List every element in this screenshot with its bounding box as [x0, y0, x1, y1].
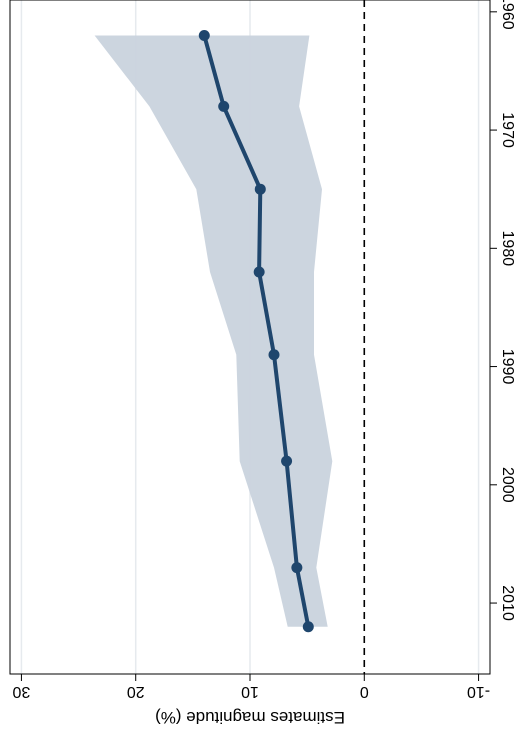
data-point: [198, 29, 210, 41]
plot-area: [20, 0, 480, 674]
x-tick-label: 2000: [499, 467, 516, 503]
data-point: [253, 266, 265, 278]
y-tick-label: -10: [467, 683, 490, 700]
estimates-line: [202, 34, 311, 628]
y-tick-label: 10: [241, 683, 259, 700]
y-tick-label: 0: [360, 683, 369, 700]
x-tick-label: 1960: [499, 0, 516, 30]
x-tick-label: 2010: [499, 585, 516, 621]
data-point: [281, 455, 293, 467]
y-axis-title: Estimates magnitude (%): [155, 708, 345, 727]
data-points: [198, 29, 314, 633]
x-axis: 1960 1970 1980 1990 2000 2010: [490, 0, 516, 621]
y-tick-label: 20: [127, 683, 145, 700]
x-tick-label: 1990: [499, 349, 516, 385]
data-point: [254, 183, 266, 195]
data-point: [268, 349, 280, 361]
data-point: [291, 562, 303, 574]
confidence-band: [94, 35, 333, 627]
x-tick-label: 1980: [499, 231, 516, 267]
x-tick-label: 1970: [499, 112, 516, 148]
data-point: [218, 100, 230, 112]
data-point: [302, 621, 314, 633]
y-axis: 30 20 10 0 -10: [12, 674, 490, 700]
y-tick-label: 30: [12, 683, 30, 700]
